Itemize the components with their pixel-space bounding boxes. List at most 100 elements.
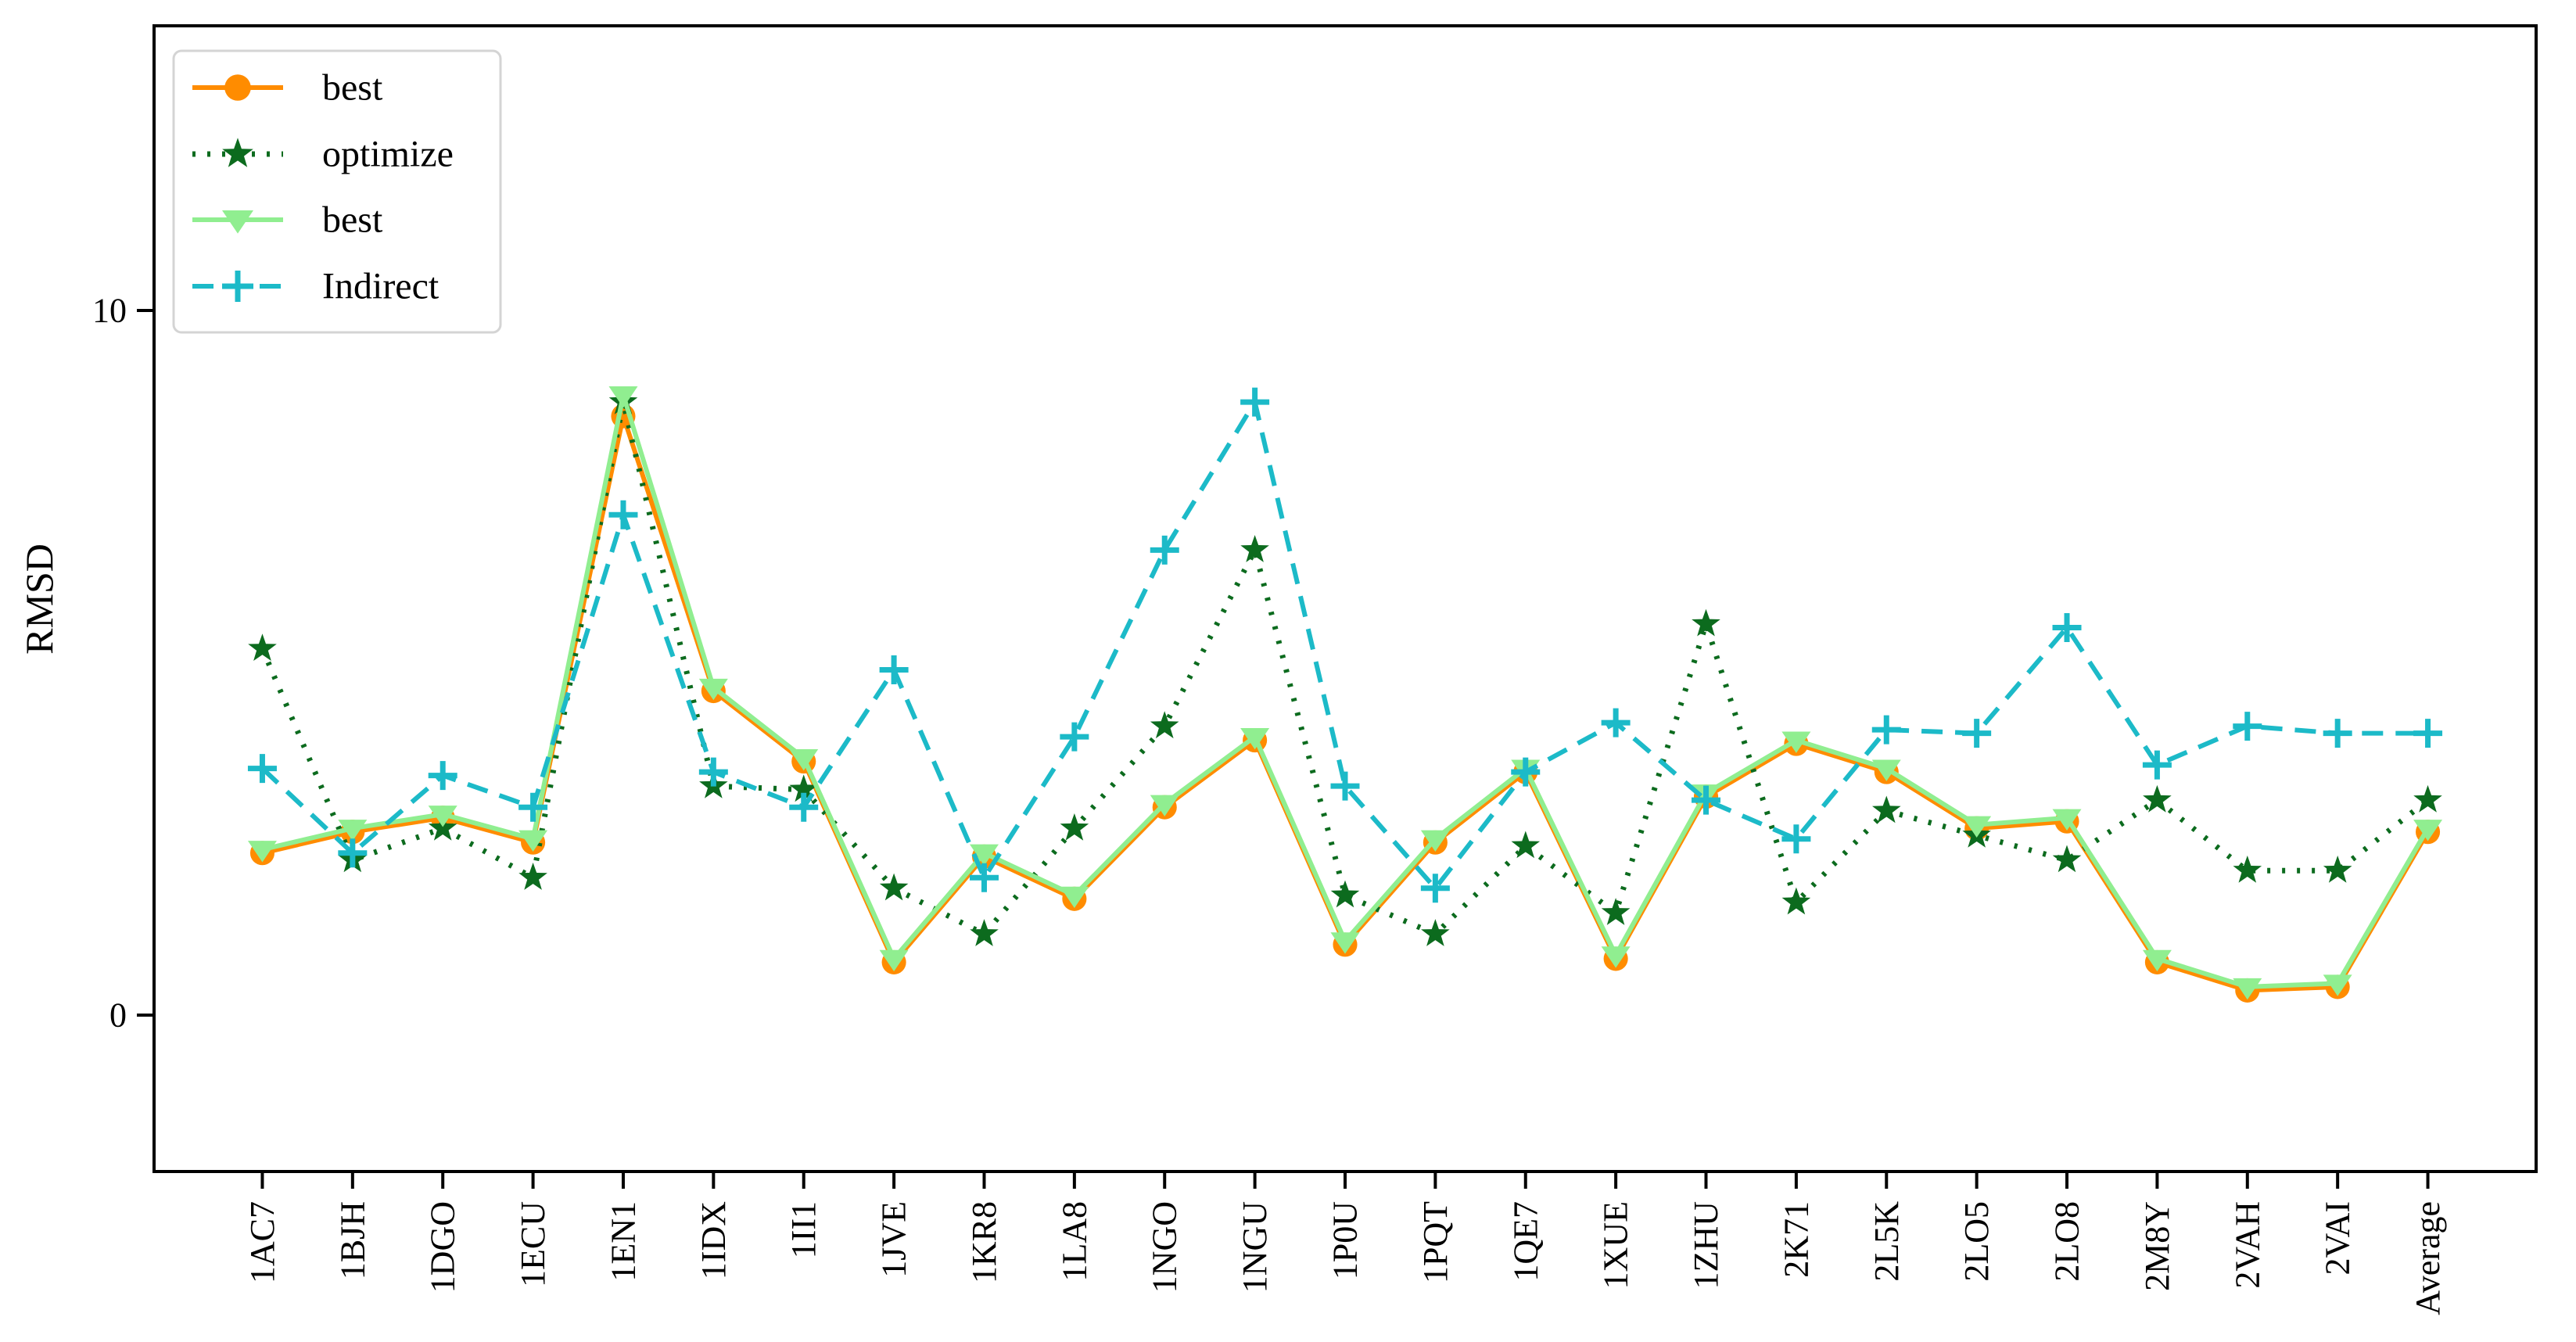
y-tick-label-0: 0 bbox=[109, 996, 127, 1035]
x-tick-label-2lo5: 2LO5 bbox=[1957, 1201, 1996, 1282]
triangle-down-marker bbox=[1601, 946, 1631, 968]
plus-marker bbox=[1692, 785, 1721, 815]
axes-spines bbox=[152, 24, 2538, 1173]
plus-marker bbox=[2142, 750, 2172, 780]
triangle-down-marker bbox=[338, 820, 368, 841]
x-tick-label-1ngu: 1NGU bbox=[1236, 1201, 1274, 1293]
plus-marker bbox=[1060, 722, 1089, 752]
x-tick-label-1ngo: 1NGO bbox=[1146, 1201, 1184, 1293]
plus-marker bbox=[1240, 387, 1270, 417]
triangle-down-marker bbox=[1150, 795, 1179, 816]
x-tick-label-1ecu: 1ECU bbox=[514, 1201, 552, 1287]
plus-marker bbox=[1871, 715, 1901, 745]
plus-marker bbox=[608, 500, 638, 529]
x-tick-label-2l5k: 2L5K bbox=[1867, 1201, 1906, 1282]
x-tick-label-1p0u: 1P0U bbox=[1326, 1201, 1365, 1279]
star-marker bbox=[1240, 535, 1269, 562]
star-marker bbox=[248, 633, 277, 661]
x-tick-label-1dgo: 1DGO bbox=[424, 1201, 462, 1293]
plus-marker bbox=[879, 655, 909, 684]
plus-marker bbox=[969, 863, 999, 892]
legend-label-indirect-3: Indirect bbox=[322, 266, 439, 307]
series-group bbox=[247, 386, 2443, 1003]
triangle-down-marker bbox=[2142, 949, 2172, 972]
star-marker bbox=[970, 919, 999, 946]
star-marker bbox=[1872, 795, 1901, 824]
x-tick-label-1bjh: 1BJH bbox=[333, 1201, 371, 1279]
y-axis-label: RMSD bbox=[17, 544, 61, 655]
star-marker bbox=[1781, 887, 1811, 915]
triangle-down-marker bbox=[1420, 830, 1450, 852]
star-marker bbox=[2233, 856, 2262, 883]
triangle-down-marker bbox=[1781, 731, 1811, 753]
x-tick-label-2k71: 2K71 bbox=[1777, 1201, 1815, 1278]
triangle-down-marker bbox=[698, 678, 728, 701]
plus-marker bbox=[1330, 771, 1360, 801]
legend: best optimize best Indirect bbox=[172, 49, 502, 334]
x-tick-label-1qe7: 1QE7 bbox=[1506, 1201, 1545, 1282]
x-tick-label-1zhu: 1ZHU bbox=[1687, 1201, 1725, 1289]
triangle-down-marker bbox=[969, 844, 999, 867]
star-marker bbox=[1150, 711, 1179, 739]
x-tick-label-average: Average bbox=[2409, 1201, 2447, 1315]
star-marker bbox=[2413, 784, 2442, 813]
plus-marker bbox=[2413, 719, 2443, 748]
plus-marker bbox=[338, 838, 368, 868]
plus-marker bbox=[789, 792, 819, 822]
triangle-down-marker bbox=[428, 806, 457, 827]
star-marker bbox=[2323, 856, 2352, 883]
triangle-down-marker bbox=[608, 386, 638, 408]
triangle-down-marker bbox=[518, 830, 548, 852]
plus-marker bbox=[518, 792, 548, 822]
x-tick-label-1la8: 1LA8 bbox=[1055, 1201, 1093, 1282]
plus-marker bbox=[428, 761, 457, 791]
plus-marker bbox=[1781, 824, 1811, 854]
plus-marker bbox=[1150, 535, 1179, 565]
star-marker bbox=[2143, 784, 2172, 813]
star-marker bbox=[518, 863, 547, 890]
x-tick-label-1ac7: 1AC7 bbox=[243, 1201, 282, 1283]
x-tick-label-1xue: 1XUE bbox=[1597, 1201, 1635, 1289]
x-axis-ticks: 1AC7 1BJH 1DGO 1ECU 1EN1 1IDX 1II1 1JVE 1KR8 1LA8… bbox=[243, 1172, 2447, 1315]
plus-marker bbox=[247, 754, 277, 784]
x-tick-label-1ii1: 1II1 bbox=[784, 1201, 823, 1258]
triangle-down-marker bbox=[222, 210, 253, 234]
triangle-down-marker bbox=[1871, 759, 1901, 781]
plus-marker bbox=[222, 271, 253, 302]
legend-label-best-2: best bbox=[322, 199, 383, 241]
triangle-down-marker bbox=[879, 949, 909, 972]
y-tick-label-10: 10 bbox=[92, 292, 127, 330]
star-marker bbox=[1060, 813, 1089, 841]
triangle-down-marker bbox=[2413, 820, 2443, 841]
triangle-down-marker bbox=[2233, 978, 2262, 1000]
star-marker bbox=[1330, 880, 1360, 908]
legend-label-optimize-1: optimize bbox=[322, 134, 454, 175]
plus-marker bbox=[2233, 712, 2262, 741]
plot-area bbox=[154, 26, 2536, 1172]
star-marker bbox=[2052, 845, 2082, 873]
triangle-down-marker bbox=[2323, 974, 2352, 996]
plus-marker bbox=[1601, 708, 1631, 737]
x-tick-label-1idx: 1IDX bbox=[694, 1201, 733, 1279]
plus-marker bbox=[1962, 719, 1992, 748]
star-marker bbox=[879, 873, 909, 901]
x-tick-label-2vah: 2VAH bbox=[2228, 1201, 2266, 1289]
star-marker bbox=[1421, 919, 1450, 946]
triangle-down-marker bbox=[1240, 727, 1270, 750]
star-marker bbox=[222, 138, 253, 167]
legend-box bbox=[172, 49, 502, 334]
triangle-down-marker bbox=[247, 841, 277, 863]
circle-marker bbox=[224, 74, 251, 101]
plus-marker bbox=[2052, 612, 2082, 642]
x-tick-label-1en1: 1EN1 bbox=[605, 1201, 643, 1282]
plus-marker bbox=[2323, 719, 2352, 748]
star-marker bbox=[1511, 831, 1541, 859]
triangle-down-marker bbox=[789, 749, 819, 771]
x-tick-label-1jve: 1JVE bbox=[875, 1201, 913, 1278]
star-marker bbox=[1692, 608, 1720, 637]
star-marker bbox=[789, 774, 818, 802]
legend-label-best-0: best bbox=[322, 67, 383, 109]
star-marker bbox=[1601, 898, 1631, 925]
triangle-down-marker bbox=[1330, 932, 1360, 954]
